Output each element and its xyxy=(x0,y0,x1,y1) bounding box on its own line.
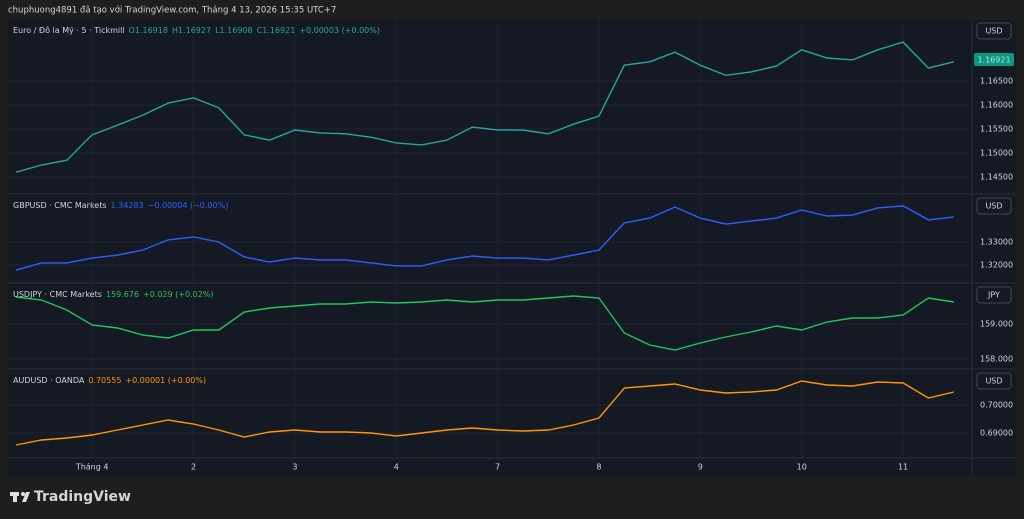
x-tick-label: 7 xyxy=(495,463,500,472)
y-tick-label: 1.16000 xyxy=(980,101,1013,110)
legend-title: GBPUSD · CMC Markets xyxy=(13,201,107,210)
y-tick-label: 1.15000 xyxy=(980,149,1013,158)
y-tick-label: 1.15500 xyxy=(980,125,1013,134)
legend: AUDUSD · OANDA 0.70555 +0.00001 (+0.00%) xyxy=(13,376,206,385)
x-tick-label: 2 xyxy=(191,463,196,472)
y-tick-label: 1.32000 xyxy=(980,261,1013,270)
legend: Euro / Đô la Mỹ · 5 · Tickmill O1.16918 H1… xyxy=(13,25,380,35)
legend-quote: O1.16918 xyxy=(129,26,168,35)
y-tick-label: 158.000 xyxy=(980,355,1013,364)
legend-quote: +0.00001 (+0.00%) xyxy=(125,376,206,385)
legend-quote: 1.34283 xyxy=(111,201,144,210)
brand: TradingView xyxy=(34,489,131,505)
currency: JPY xyxy=(987,291,1000,300)
chart-area xyxy=(8,20,1016,476)
y-tick-label: 1.33000 xyxy=(980,237,1013,246)
y-tick-label: 0.70000 xyxy=(980,400,1013,409)
legend-quote: −0.00004 (−0.00%) xyxy=(148,201,229,210)
legend-quote: 0.70555 xyxy=(88,376,121,385)
currency-box xyxy=(976,372,1012,390)
y-tick-label: 0.69000 xyxy=(980,428,1013,437)
x-tick-label: 8 xyxy=(596,463,601,472)
x-tick-label: 10 xyxy=(797,463,807,472)
header-title: chuphuong4891 đã tạo với TradingView.com… xyxy=(8,5,336,16)
currency: USD xyxy=(985,377,1002,386)
legend-quote: 159.676 xyxy=(106,290,139,299)
legend: GBPUSD · CMC Markets 1.34283 −0.00004 (−0.… xyxy=(13,201,228,210)
tv-logo xyxy=(10,492,30,502)
price-badge xyxy=(974,53,1014,66)
price-line xyxy=(16,295,954,351)
x-tick-label: 9 xyxy=(698,463,703,472)
y-tick-label: 1.16500 xyxy=(980,77,1013,86)
y-tick-label: 1.14500 xyxy=(980,173,1013,182)
price-line xyxy=(15,205,954,271)
price-badge-label: 1.16921 xyxy=(977,56,1010,65)
currency-box xyxy=(976,197,1012,215)
legend-quote: +0.029 (+0.02%) xyxy=(143,290,214,299)
legend-title: USDJPY · CMC Markets xyxy=(13,290,102,299)
x-tick-label: 4 xyxy=(394,463,399,472)
legend-quote: C1.16921 xyxy=(257,26,296,35)
legend-quote: L1.16908 xyxy=(215,26,253,35)
currency-box xyxy=(976,286,1012,304)
legend: USDJPY · CMC Markets 159.676 +0.029 (+0.02… xyxy=(13,290,214,299)
x-tick-label: 11 xyxy=(898,463,908,472)
x-tick-label: Tháng 4 xyxy=(75,463,109,472)
legend-title: Euro / Đô la Mỹ · 5 · Tickmill xyxy=(13,25,125,35)
legend-title: AUDUSD · OANDA xyxy=(13,376,85,385)
x-tick-label: 3 xyxy=(292,463,297,472)
legend-quote: H1.16927 xyxy=(172,26,211,35)
price-line xyxy=(15,41,954,173)
y-tick-label: 159.000 xyxy=(980,320,1013,329)
currency: USD xyxy=(985,27,1002,36)
currency-box xyxy=(976,22,1012,40)
legend-quote: +0.00003 (+0.00%) xyxy=(299,26,380,35)
currency: USD xyxy=(985,202,1002,211)
price-line xyxy=(15,380,954,446)
